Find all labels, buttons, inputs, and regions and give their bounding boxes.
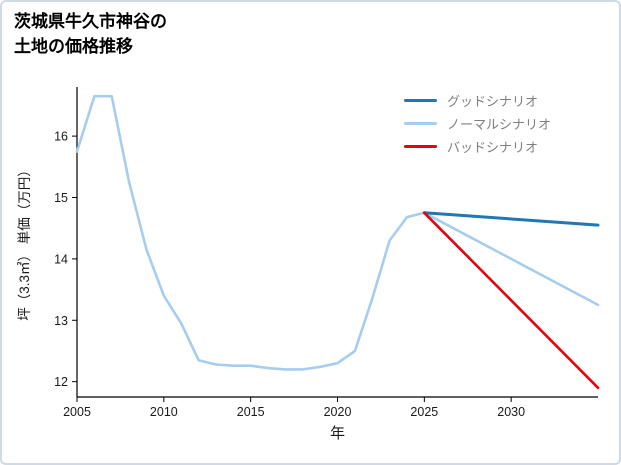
y-tick-label: 13 (54, 314, 68, 328)
x-tick-label: 2025 (410, 405, 438, 419)
legend-label: グッドシナリオ (447, 94, 539, 109)
y-tick-label: 12 (54, 375, 68, 389)
legend-label: ノーマルシナリオ (447, 117, 552, 132)
chart-title: 茨城県牛久市神谷の 土地の価格推移 (14, 10, 167, 59)
legend-item-bad: バッドシナリオ (404, 135, 551, 158)
series-line-good (422, 211, 600, 227)
legend-line-swatch (404, 144, 437, 149)
y-tick-label: 16 (54, 130, 68, 144)
legend-label: バッドシナリオ (447, 140, 539, 155)
y-tick-label: 15 (54, 191, 68, 205)
y-tick-label: 14 (54, 252, 68, 266)
legend-line-swatch (404, 98, 437, 103)
chart-title-line2: 土地の価格推移 (14, 36, 133, 56)
series-line-normal (75, 94, 600, 371)
legend-item-good: グッドシナリオ (404, 89, 551, 112)
x-axis-label: 年 (330, 425, 345, 442)
legend-item-normal: ノーマルシナリオ (404, 112, 551, 135)
x-tick-label: 2010 (150, 405, 178, 419)
x-tick-label: 2005 (63, 405, 91, 419)
x-tick-label: 2030 (497, 405, 525, 419)
x-tick-label: 2015 (237, 405, 265, 419)
series-line-bad (422, 211, 600, 390)
chart-legend: グッドシナリオ ノーマルシナリオ バッドシナリオ (404, 89, 551, 158)
legend-line-swatch (404, 121, 437, 126)
x-tick-label: 2020 (324, 405, 352, 419)
chart-title-line1: 茨城県牛久市神谷の (14, 12, 167, 31)
y-axis-label: 坪（3.3㎡） 単価（万円） (17, 163, 32, 321)
